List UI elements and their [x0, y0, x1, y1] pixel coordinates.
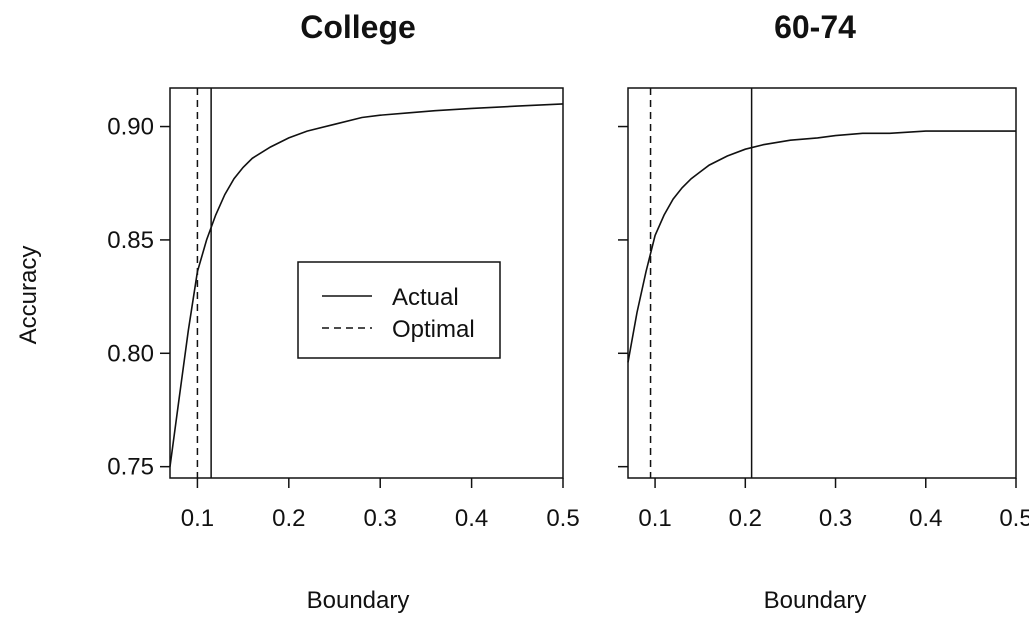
x-tick-label: 0.2: [729, 505, 762, 532]
legend-label-actual: Actual: [392, 284, 459, 311]
y-tick-label: 0.75: [107, 454, 154, 481]
panel-2-title: 60-74: [774, 9, 856, 45]
legend: Actual Optimal: [297, 261, 501, 359]
x-tick-label: 0.1: [181, 505, 214, 532]
x-tick-label: 0.3: [819, 505, 852, 532]
legend-box: [297, 261, 501, 359]
panel-1-xlabel: Boundary: [307, 587, 410, 614]
plot-frame: [627, 87, 1017, 479]
panel-1-ylabel: Accuracy: [15, 246, 42, 345]
x-tick-label: 0.2: [272, 505, 305, 532]
accuracy-line: [627, 130, 1016, 363]
panel-2-plot: 0.1 0.2 0.3 0.4 0.5: [618, 87, 1029, 532]
accuracy-line: [169, 103, 564, 467]
y-tick-label: 0.90: [107, 114, 154, 141]
panel-2-xlabel: Boundary: [764, 587, 867, 614]
x-tick-label: 0.3: [364, 505, 397, 532]
y-tick-label: 0.85: [107, 227, 154, 254]
x-tick-label: 0.1: [638, 505, 671, 532]
x-tick-label: 0.4: [455, 505, 488, 532]
panel-1-title: College: [300, 9, 416, 45]
x-tick-label: 0.4: [909, 505, 942, 532]
plot-frame: [169, 87, 564, 479]
x-tick-label: 0.5: [999, 505, 1029, 532]
y-tick-label: 0.80: [107, 340, 154, 367]
x-tick-label: 0.5: [546, 505, 579, 532]
legend-label-optimal: Optimal: [392, 316, 475, 343]
panel-1-plot: 0.1 0.2 0.3 0.4 0.5 0.75 0.80 0.85 0.90 Actual Opt…: [107, 87, 580, 532]
